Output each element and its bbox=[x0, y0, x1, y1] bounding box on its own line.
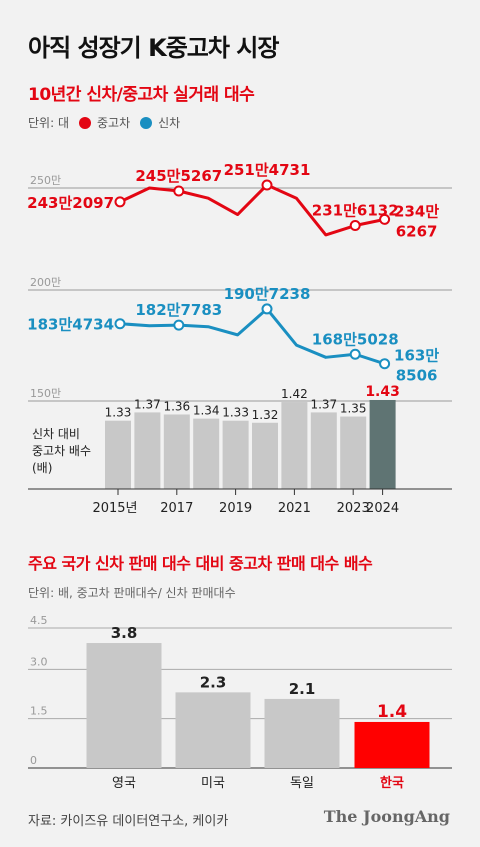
new-car-legend-label: 신차 bbox=[158, 116, 181, 130]
unit-label: 단위: 대 bbox=[28, 116, 69, 130]
data-point bbox=[114, 196, 126, 208]
country-name-label: 한국 bbox=[380, 775, 404, 791]
ratio-bar-label: 1.36 bbox=[163, 399, 190, 413]
country-bar-label: 2.1 bbox=[289, 680, 316, 698]
y-tick-label: 4.5 bbox=[30, 614, 48, 627]
data-point bbox=[379, 358, 391, 370]
brand-logo: The JoongAng bbox=[323, 807, 450, 826]
country-name-label: 영국 bbox=[112, 776, 136, 791]
ratio-bar bbox=[310, 412, 337, 489]
ratio-bar-label: 1.37 bbox=[134, 397, 161, 411]
data-label: 245만5267 bbox=[135, 167, 222, 185]
ratio-bar bbox=[193, 418, 220, 489]
data-point bbox=[173, 319, 185, 331]
chart1-legend: 단위: 대 중고차 신차 bbox=[28, 114, 180, 131]
country-bar-label: 1.4 bbox=[377, 702, 407, 722]
chart2-title: 주요 국가 신차 판매 대수 대비 중고차 판매 대수 배수 bbox=[28, 554, 373, 573]
data-label: 190만7238 bbox=[224, 285, 311, 303]
data-label: 6267 bbox=[396, 222, 438, 240]
country-bar bbox=[354, 721, 430, 768]
x-tick-label: 2023 bbox=[337, 501, 370, 516]
country-bar bbox=[86, 643, 162, 768]
ratio-bar-label: 1.42 bbox=[281, 387, 308, 401]
data-label: 234만 bbox=[394, 202, 439, 220]
x-tick-label: 2019 bbox=[219, 501, 252, 516]
country-bar-label: 2.3 bbox=[200, 673, 227, 691]
x-tick-label: 2021 bbox=[278, 501, 311, 516]
ratio-bar-label: 1.35 bbox=[340, 402, 367, 416]
country-name-label: 미국 bbox=[201, 776, 225, 791]
ratio-bar-label: 1.43 bbox=[365, 384, 400, 400]
ratio-bar-label: 1.34 bbox=[193, 404, 220, 418]
x-tick-label: 2015년 bbox=[92, 501, 137, 516]
ratio-bar-label: 1.33 bbox=[222, 406, 249, 420]
data-label: 183만4734 bbox=[27, 316, 114, 334]
data-point bbox=[114, 318, 126, 330]
series-line-new bbox=[119, 307, 386, 366]
country-bar bbox=[264, 698, 340, 768]
data-label: 168만5028 bbox=[312, 330, 399, 348]
used-car-legend-dot bbox=[78, 116, 91, 129]
ratio-bar-label: 1.33 bbox=[105, 406, 132, 420]
ratio-bar bbox=[105, 420, 131, 489]
ratio-bar-label: 1.37 bbox=[310, 397, 337, 411]
data-label: 251만4731 bbox=[224, 161, 311, 179]
x-tick-label: 2017 bbox=[160, 501, 193, 516]
ratio-bar bbox=[281, 402, 308, 489]
data-point bbox=[173, 185, 185, 197]
data-label: 8506 bbox=[396, 367, 438, 385]
data-label: 163만 bbox=[394, 347, 439, 365]
ratio-axis-label: 신차 대비 bbox=[32, 427, 80, 441]
ratio-bar bbox=[222, 420, 249, 489]
ratio-bar-label: 1.32 bbox=[252, 408, 279, 422]
ratio-bar bbox=[340, 416, 367, 489]
sales-line-chart: 250만 200만 150만 243만2097 245만5267 251만4731 231만… bbox=[27, 161, 452, 516]
new-car-legend-dot bbox=[140, 116, 153, 129]
y-tick-label: 250만 bbox=[30, 174, 61, 187]
data-label: 231만6132 bbox=[312, 202, 399, 220]
data-point bbox=[261, 179, 273, 191]
data-label: 243만2097 bbox=[27, 194, 114, 212]
chart1-subtitle: 10년간 신차/중고차 실거래 대수 bbox=[28, 85, 255, 105]
data-point bbox=[349, 348, 361, 360]
data-point bbox=[261, 303, 273, 315]
y-tick-label: 200만 bbox=[30, 276, 61, 289]
country-name-label: 독일 bbox=[290, 776, 314, 791]
ratio-bar bbox=[252, 422, 278, 489]
ratio-axis-label: (배) bbox=[32, 461, 52, 475]
country-bar-label: 3.8 bbox=[111, 624, 138, 642]
y-tick-label: 1.5 bbox=[30, 705, 48, 718]
chart2-unit-label: 단위: 배, 중고차 판매대수/ 신차 판매대수 bbox=[28, 586, 236, 600]
ratio-bar bbox=[134, 412, 161, 489]
data-point bbox=[349, 220, 361, 232]
y-tick-label: 0 bbox=[30, 754, 37, 767]
country-bar bbox=[175, 692, 251, 768]
data-point bbox=[379, 213, 391, 225]
used-car-legend-label: 중고차 bbox=[96, 116, 131, 130]
y-tick-label: 150만 bbox=[30, 387, 61, 400]
y-tick-label: 3.0 bbox=[30, 655, 48, 668]
data-label: 182만7783 bbox=[135, 301, 222, 319]
source-note: 자료: 카이즈유 데이터연구소, 케이카 bbox=[28, 814, 229, 829]
page-title: 아직 성장기 K중고차 시장 bbox=[28, 34, 279, 62]
ratio-bar bbox=[163, 414, 190, 489]
ratio-axis-label: 중고차 배수 bbox=[32, 444, 91, 458]
x-tick-label: 2024 bbox=[366, 501, 399, 516]
series-line-used bbox=[119, 183, 385, 237]
ratio-bar bbox=[369, 399, 396, 489]
